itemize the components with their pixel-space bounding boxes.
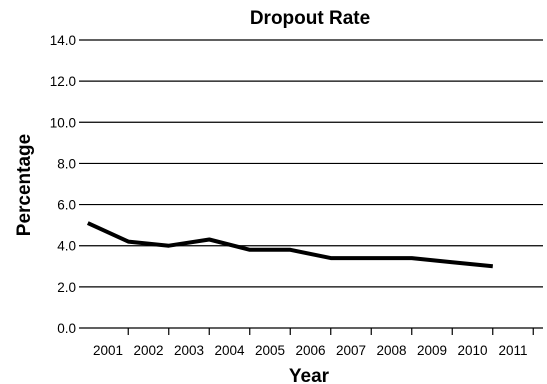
x-tick-labels: 2001 2002 2003 2004 2005 2006 2007 2008 2009 2010… xyxy=(93,328,534,358)
x-tick-label: 2010 xyxy=(457,343,487,358)
x-tick-label: 2011 xyxy=(498,343,527,358)
x-tick-label: 2003 xyxy=(174,343,204,358)
y-tick-label: 6.0 xyxy=(57,198,76,213)
chart-title: Dropout Rate xyxy=(250,8,370,29)
series-layer xyxy=(86,221,494,269)
x-tick-label: 2004 xyxy=(214,343,245,358)
x-tick-label: 2007 xyxy=(336,343,366,358)
y-axis-title: Percentage xyxy=(14,134,35,236)
y-tick-label: 4.0 xyxy=(57,239,76,254)
y-tick-label: 2.0 xyxy=(57,280,76,295)
y-tick-label: 12.0 xyxy=(50,74,76,89)
dropout-rate-line xyxy=(86,221,494,269)
gridlines xyxy=(79,39,543,329)
x-axis-title: Year xyxy=(289,366,330,384)
x-tick-label: 2005 xyxy=(255,343,285,358)
x-tick-label: 2009 xyxy=(417,343,447,358)
y-tick-label: 8.0 xyxy=(57,156,76,171)
y-tick-label: 0.0 xyxy=(57,321,76,336)
x-tick-label: 2002 xyxy=(133,343,163,358)
x-tick-label: 2006 xyxy=(295,343,325,358)
x-tick-label: 2001 xyxy=(93,343,123,358)
y-tick-labels: 0.0 2.0 4.0 6.0 8.0 10.0 12.0 14.0 xyxy=(50,33,76,336)
x-tick-label: 2008 xyxy=(376,343,406,358)
y-tick-label: 10.0 xyxy=(50,115,76,130)
y-tick-label: 14.0 xyxy=(50,33,76,48)
